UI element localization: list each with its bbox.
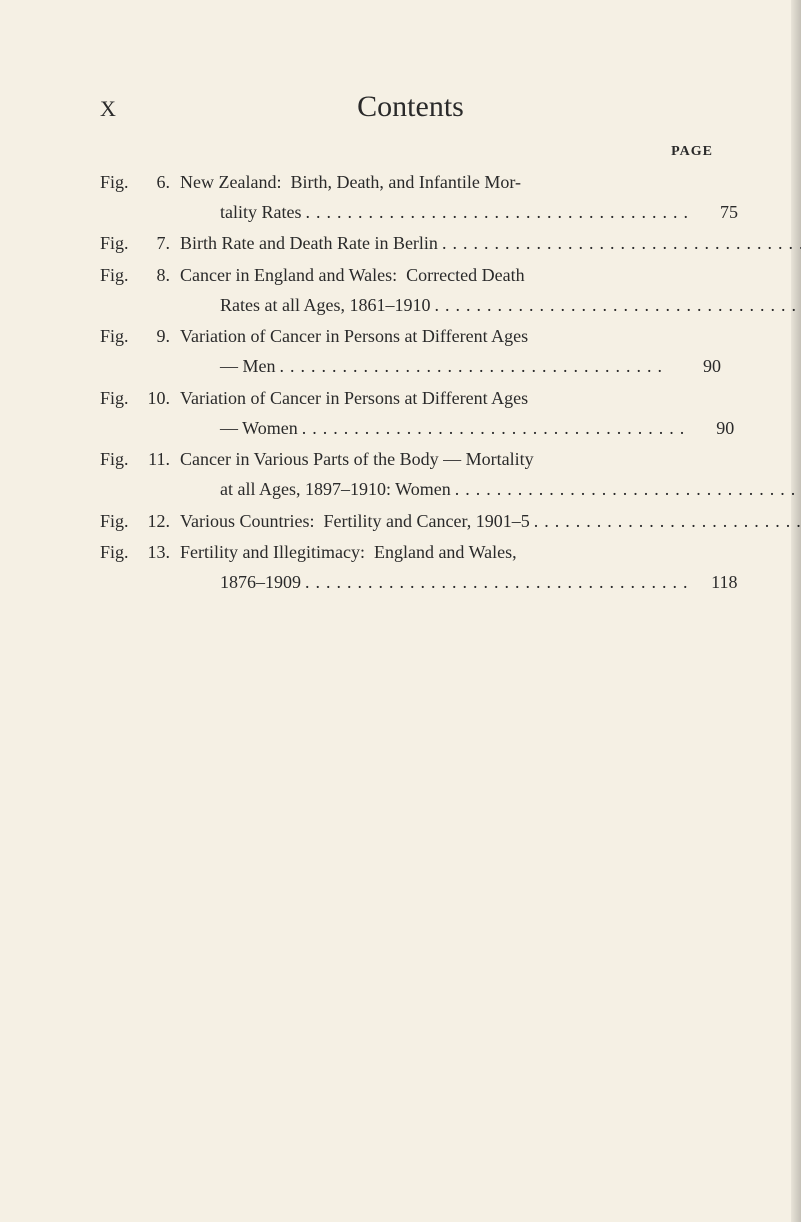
entry-line: Various Countries: Fertility and Cancer,… [180,507,801,537]
entry-text: Variation of Cancer in Persons at Differ… [180,322,721,381]
entry-description: New Zealand: Birth, Death, and Infantile… [180,168,521,198]
leader-dots [301,568,698,598]
leader-dots [451,475,801,505]
figure-prefix: Fig. [100,445,145,475]
header-row: X Contents [100,90,721,124]
figure-number: 9. [145,322,180,352]
leader-dots [438,229,801,259]
entry-line: tality Rates 75 [180,198,738,228]
entry-description: Fertility and Illegitimacy: England and … [180,538,517,568]
contents-entry: Fig.13.Fertility and Illegitimacy: Engla… [100,538,721,597]
contents-entry: Fig.9.Variation of Cancer in Persons at … [100,322,721,381]
page-reference: 90 [681,352,721,382]
figure-prefix: Fig. [100,507,145,537]
leader-dots [430,291,801,321]
contents-entry: Fig.10.Variation of Cancer in Persons at… [100,384,721,443]
contents-entry: Fig.12.Various Countries: Fertility and … [100,507,721,537]
entry-description: Birth Rate and Death Rate in Berlin [180,229,438,259]
figure-number: 12. [145,507,180,537]
page-edge-shadow [791,0,801,1222]
entry-description: Variation of Cancer in Persons at Differ… [180,322,528,352]
entry-line: Variation of Cancer in Persons at Differ… [180,384,734,414]
figure-number: 13. [145,538,180,568]
entry-description: Variation of Cancer in Persons at Differ… [180,384,528,414]
entry-description: Cancer in Various Parts of the Body — Mo… [180,445,534,475]
figure-prefix: Fig. [100,384,145,414]
figure-number: 11. [145,445,180,475]
leader-dots [298,414,695,444]
contents-entry: Fig.11.Cancer in Various Parts of the Bo… [100,445,721,504]
entry-text: Various Countries: Fertility and Cancer,… [180,507,801,537]
figure-number: 10. [145,384,180,414]
entry-line: New Zealand: Birth, Death, and Infantile… [180,168,738,198]
entry-text: Fertility and Illegitimacy: England and … [180,538,738,597]
entry-line: Variation of Cancer in Persons at Differ… [180,322,721,352]
page-reference: 90 [694,414,734,444]
page-column-label: PAGE [100,144,721,160]
contents-entry: Fig.7.Birth Rate and Death Rate in Berli… [100,229,721,259]
entry-text: New Zealand: Birth, Death, and Infantile… [180,168,738,227]
entry-line: 1876–1909 118 [180,568,738,598]
entry-text: Birth Rate and Death Rate in Berlin80 [180,229,801,259]
page-reference: 75 [698,198,738,228]
entry-description: — Women [220,414,298,444]
figure-prefix: Fig. [100,538,145,568]
entry-description: Various Countries: Fertility and Cancer,… [180,507,530,537]
leader-dots [276,352,682,382]
entry-line: — Men 90 [180,352,721,382]
page-reference: 118 [698,568,738,598]
entry-line: at all Ages, 1897–1910: Women92 [180,475,801,505]
entry-line: Rates at all Ages, 1861–191087 [180,291,801,321]
entry-description: at all Ages, 1897–1910: Women [220,475,451,505]
figure-number: 7. [145,229,180,259]
contents-list: Fig.6.New Zealand: Birth, Death, and Inf… [100,168,721,598]
entry-description: Rates at all Ages, 1861–1910 [220,291,430,321]
entry-description: 1876–1909 [220,568,301,598]
page-title: Contents [100,90,721,124]
entry-description: tality Rates [220,198,301,228]
figure-prefix: Fig. [100,229,145,259]
entry-line: Cancer in England and Wales: Corrected D… [180,261,801,291]
figure-prefix: Fig. [100,322,145,352]
entry-description: — Men [220,352,276,382]
figure-prefix: Fig. [100,261,145,291]
entry-text: Variation of Cancer in Persons at Differ… [180,384,734,443]
figure-number: 6. [145,168,180,198]
figure-prefix: Fig. [100,168,145,198]
entry-line: — Women 90 [180,414,734,444]
contents-entry: Fig.6.New Zealand: Birth, Death, and Inf… [100,168,721,227]
figure-number: 8. [145,261,180,291]
entry-text: Cancer in England and Wales: Corrected D… [180,261,801,320]
entry-line: Fertility and Illegitimacy: England and … [180,538,738,568]
leader-dots [301,198,698,228]
leader-dots [530,507,801,537]
entry-line: Cancer in Various Parts of the Body — Mo… [180,445,801,475]
entry-text: Cancer in Various Parts of the Body — Mo… [180,445,801,504]
entry-line: Birth Rate and Death Rate in Berlin80 [180,229,801,259]
contents-entry: Fig.8.Cancer in England and Wales: Corre… [100,261,721,320]
entry-description: Cancer in England and Wales: Corrected D… [180,261,525,291]
